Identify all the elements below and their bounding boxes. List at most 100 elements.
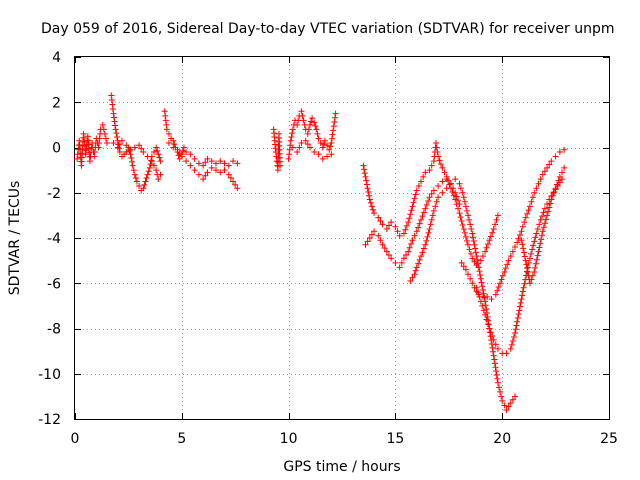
- data-point: [544, 164, 551, 171]
- data-point: [141, 181, 148, 188]
- data-point: [425, 198, 432, 205]
- data-point: [477, 275, 484, 282]
- data-point: [449, 188, 456, 195]
- data-series: [165, 139, 241, 192]
- data-series: [458, 146, 568, 303]
- data-point: [529, 272, 536, 279]
- y-tick-labels: 4 2 0 -2 -4 -6 -8 -10 -12: [38, 50, 61, 428]
- data-point: [142, 178, 149, 185]
- data-point: [311, 149, 318, 156]
- data-point: [392, 259, 399, 266]
- data-point: [118, 137, 125, 144]
- data-point: [366, 196, 373, 203]
- y-tick-label: 2: [52, 95, 61, 111]
- data-point: [518, 228, 525, 235]
- data-point: [400, 255, 407, 262]
- data-point: [522, 257, 529, 264]
- data-point: [494, 375, 501, 382]
- data-point: [519, 292, 526, 299]
- data-point: [492, 221, 499, 228]
- data-point: [368, 231, 375, 238]
- data-series: [161, 108, 241, 169]
- x-tick-label: 5: [177, 431, 186, 447]
- data-point: [363, 177, 370, 184]
- data-point: [411, 271, 418, 278]
- data-point: [521, 219, 528, 226]
- data-point: [524, 268, 531, 275]
- data-point: [494, 212, 501, 219]
- data-point: [538, 232, 545, 239]
- data-point: [409, 237, 416, 244]
- data-point: [430, 207, 437, 214]
- data-point: [396, 232, 403, 239]
- data-point: [479, 287, 486, 294]
- x-tick-label: 20: [493, 431, 511, 447]
- data-point: [519, 241, 526, 248]
- data-point: [544, 212, 551, 219]
- data-point: [212, 167, 219, 174]
- data-point: [361, 166, 368, 173]
- data-point: [129, 162, 136, 169]
- data-point: [484, 293, 491, 300]
- data-point: [413, 264, 420, 271]
- data-point: [96, 135, 103, 142]
- data-point: [319, 155, 326, 162]
- data-point: [536, 221, 543, 228]
- data-point: [491, 360, 498, 367]
- data-point: [469, 255, 476, 262]
- data-point: [534, 225, 541, 232]
- data-point: [365, 188, 372, 195]
- data-point: [551, 188, 558, 195]
- data-point: [128, 155, 135, 162]
- data-point: [126, 147, 133, 154]
- data-point: [420, 209, 427, 216]
- data-point: [458, 259, 465, 266]
- data-point: [83, 146, 90, 153]
- data-point: [465, 271, 472, 278]
- data-point: [489, 333, 496, 340]
- data-point: [514, 318, 521, 325]
- data-point: [487, 233, 494, 240]
- data-point: [466, 216, 473, 223]
- data-point: [519, 223, 526, 230]
- data-point: [114, 133, 121, 140]
- data-point: [109, 101, 116, 108]
- x-tick-label: 15: [386, 431, 404, 447]
- data-point: [109, 106, 116, 113]
- data-point: [379, 221, 386, 228]
- data-point: [405, 248, 412, 255]
- data-point: [531, 189, 538, 196]
- data-series: [289, 137, 335, 162]
- data-point: [411, 232, 418, 239]
- data-point: [435, 194, 442, 201]
- data-point: [170, 137, 177, 144]
- data-point: [531, 268, 538, 275]
- data-point: [383, 248, 390, 255]
- data-point: [443, 176, 450, 183]
- data-point: [371, 210, 378, 217]
- data-point: [286, 151, 293, 158]
- data-point: [505, 403, 512, 410]
- data-point: [499, 272, 506, 279]
- data-point: [460, 263, 467, 270]
- data-series: [285, 108, 339, 162]
- data-point: [327, 143, 334, 150]
- data-point: [289, 144, 296, 151]
- data-point: [225, 171, 232, 178]
- data-point: [412, 267, 419, 274]
- data-point: [277, 162, 284, 169]
- data-point: [491, 356, 498, 363]
- data-point: [457, 185, 464, 192]
- data-point: [416, 256, 423, 263]
- data-point: [470, 238, 477, 245]
- data-point: [507, 253, 514, 260]
- data-point: [418, 253, 425, 260]
- data-point: [483, 306, 490, 313]
- data-point: [324, 142, 331, 149]
- data-point: [445, 177, 452, 184]
- data-point: [295, 117, 302, 124]
- data-point: [155, 176, 162, 183]
- data-point: [447, 180, 454, 187]
- data-point: [155, 151, 162, 158]
- data-point: [452, 196, 459, 203]
